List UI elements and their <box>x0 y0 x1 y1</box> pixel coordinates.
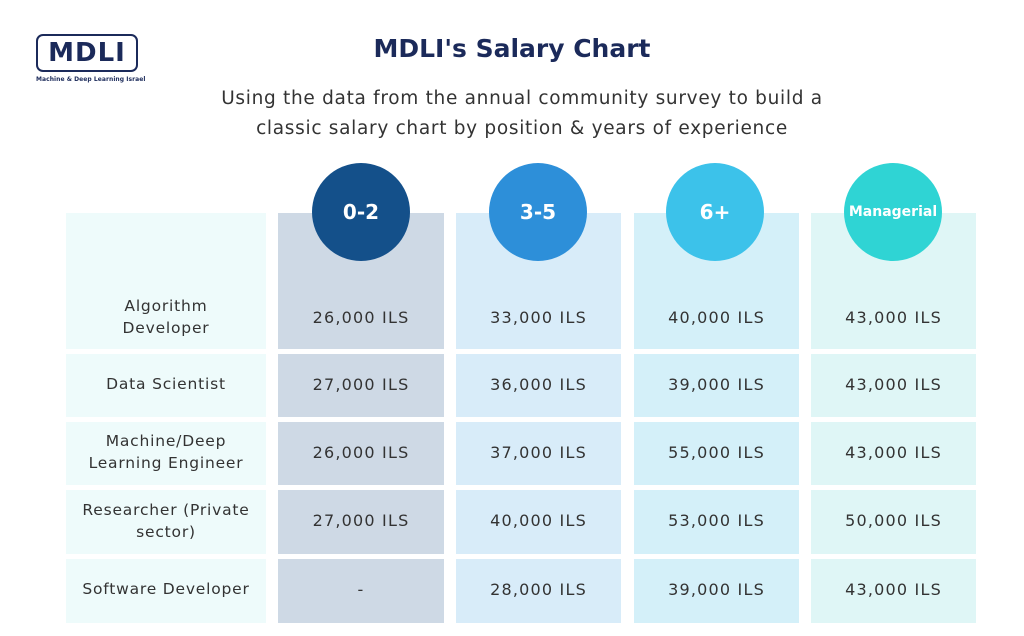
column-header-0: 0-2 <box>312 163 410 261</box>
table-cell: - <box>357 579 365 599</box>
table-cell: 27,000 ILS <box>312 511 410 530</box>
row-label: Software Developer <box>82 580 250 598</box>
table-cell: 55,000 ILS <box>668 442 765 462</box>
table-cell: 37,000 ILS <box>490 442 587 462</box>
table-cell: 43,000 ILS <box>845 307 942 327</box>
logo-subtitle: Machine & Deep Learning Israel <box>36 76 146 83</box>
table-cell: 26,000 ILS <box>312 307 410 327</box>
column-header-2: 6+ <box>666 163 764 261</box>
row-divider <box>66 485 976 490</box>
row-label: Algorithm Developer <box>122 297 210 337</box>
table-cell: 27,000 ILS <box>312 374 410 394</box>
table-cell: 26,000 ILS <box>312 442 410 462</box>
page-subtitle: Using the data from the annual community… <box>190 84 854 144</box>
table-cell: 40,000 ILS <box>490 511 587 530</box>
table-cell: 36,000 ILS <box>490 374 587 394</box>
table-cell: 40,000 ILS <box>668 307 765 327</box>
row-label: Machine/Deep Learning Engineer <box>88 432 244 472</box>
row-divider <box>66 554 976 559</box>
table-cell: 43,000 ILS <box>845 579 942 599</box>
table-cell: 39,000 ILS <box>668 374 765 394</box>
row-divider <box>66 417 976 422</box>
table-cell: 43,000 ILS <box>845 442 942 462</box>
column-header-1: 3-5 <box>489 163 587 261</box>
table-cell: 50,000 ILS <box>845 511 942 530</box>
subtitle-line-2: classic salary chart by position & years… <box>256 118 788 139</box>
subtitle-line-1: Using the data from the annual community… <box>221 88 823 109</box>
table-cell: 53,000 ILS <box>668 511 765 530</box>
row-divider <box>66 349 976 354</box>
table-cell: 33,000 ILS <box>490 307 587 327</box>
logo-mark: MDLI <box>36 34 138 72</box>
column-header-3: Managerial <box>844 163 942 261</box>
row-label: Researcher (Private sector) <box>82 500 250 541</box>
table-cell: 39,000 ILS <box>668 579 765 599</box>
table-cell: 43,000 ILS <box>845 374 942 394</box>
table-cell: 28,000 ILS <box>490 579 587 599</box>
page-title: MDLI's Salary Chart <box>373 34 651 63</box>
logo: MDLI Machine & Deep Learning Israel <box>36 34 146 83</box>
row-label: Data Scientist <box>106 375 226 393</box>
